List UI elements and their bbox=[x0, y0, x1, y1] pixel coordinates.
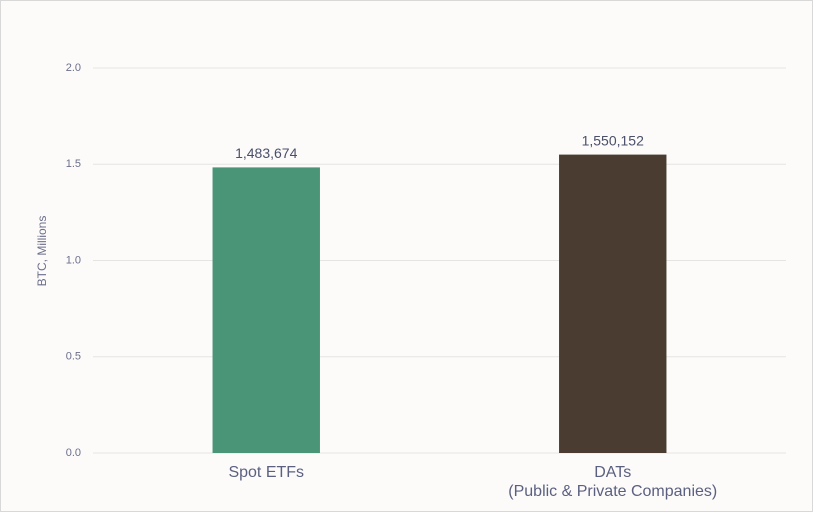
y-axis-label: BTC, Millions bbox=[35, 216, 49, 287]
y-tick-label: 1.0 bbox=[66, 254, 81, 266]
bar bbox=[212, 167, 320, 453]
x-tick-label: DATs (Public & Private Companies) bbox=[508, 464, 718, 500]
value-label: 1,483,674 bbox=[235, 145, 297, 161]
x-tick-label: Spot ETFs bbox=[228, 464, 305, 481]
value-label: 1,550,152 bbox=[582, 132, 644, 148]
y-tick-label: 1.5 bbox=[66, 158, 81, 170]
bar bbox=[559, 154, 667, 453]
y-tick-label: 2.0 bbox=[66, 62, 81, 74]
y-tick-label: 0.5 bbox=[66, 351, 81, 363]
y-tick-label: 0.0 bbox=[66, 447, 81, 459]
